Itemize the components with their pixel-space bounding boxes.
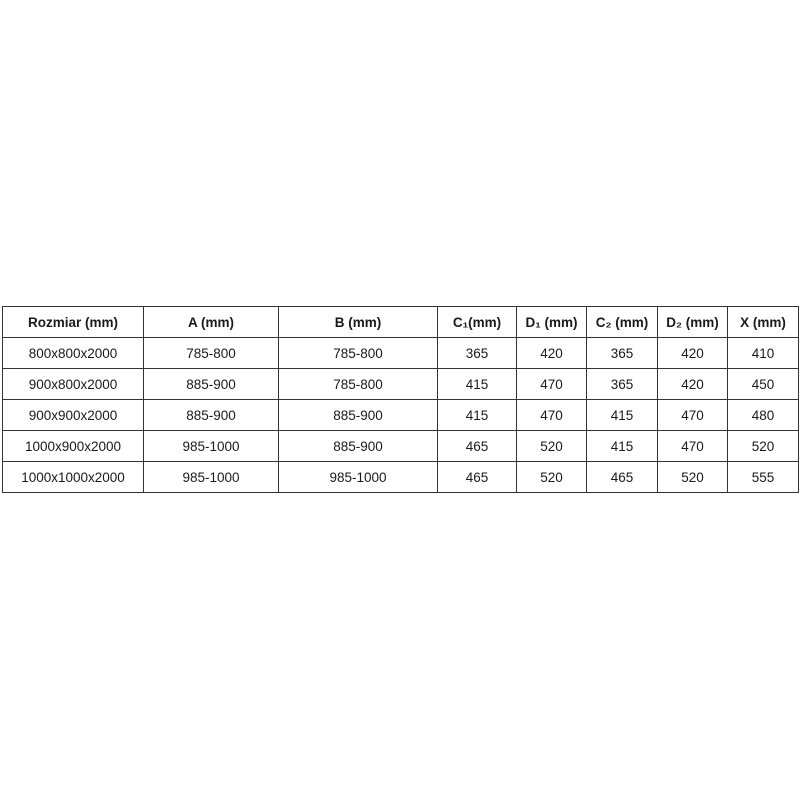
table-cell: 785-800 bbox=[278, 337, 438, 369]
column-header: Rozmiar (mm) bbox=[2, 306, 144, 338]
table-cell: 785-800 bbox=[143, 337, 279, 369]
table-cell: 420 bbox=[516, 337, 587, 369]
table-cell: 1000x1000x2000 bbox=[2, 461, 144, 493]
table-row: 1000x900x2000 985-1000 885-900 465 520 415 470… bbox=[2, 430, 799, 462]
table-row: 900x900x2000 885-900 885-900 415 470 415 470 48… bbox=[2, 399, 799, 431]
table-cell: 885-900 bbox=[143, 368, 279, 400]
table-cell: 1000x900x2000 bbox=[2, 430, 144, 462]
column-header: D₁ (mm) bbox=[516, 306, 587, 338]
column-header: C₂ (mm) bbox=[586, 306, 658, 338]
table-cell: 520 bbox=[516, 430, 587, 462]
table-cell: 800x800x2000 bbox=[2, 337, 144, 369]
header-row: Rozmiar (mm) A (mm) B (mm) C₁(mm) D₁ (mm) C₂ … bbox=[2, 306, 799, 338]
table-cell: 900x900x2000 bbox=[2, 399, 144, 431]
table-row: 900x800x2000 885-900 785-800 415 470 365 420 45… bbox=[2, 368, 799, 400]
table-cell: 465 bbox=[586, 461, 658, 493]
table-cell: 555 bbox=[727, 461, 799, 493]
table-cell: 470 bbox=[516, 368, 587, 400]
table-cell: 365 bbox=[437, 337, 517, 369]
column-header: X (mm) bbox=[727, 306, 799, 338]
table-cell: 465 bbox=[437, 461, 517, 493]
table-cell: 480 bbox=[727, 399, 799, 431]
table-cell: 885-900 bbox=[143, 399, 279, 431]
table-cell: 415 bbox=[586, 430, 658, 462]
table-cell: 885-900 bbox=[278, 430, 438, 462]
table-cell: 415 bbox=[437, 368, 517, 400]
table-cell: 450 bbox=[727, 368, 799, 400]
table-cell: 365 bbox=[586, 337, 658, 369]
table-cell: 420 bbox=[657, 368, 728, 400]
table-cell: 415 bbox=[437, 399, 517, 431]
table-cell: 520 bbox=[727, 430, 799, 462]
table-row: 1000x1000x2000 985-1000 985-1000 465 520 465 5… bbox=[2, 461, 799, 493]
table-cell: 900x800x2000 bbox=[2, 368, 144, 400]
dimensions-table: Rozmiar (mm) A (mm) B (mm) C₁(mm) D₁ (mm) C₂ … bbox=[2, 306, 799, 493]
table-cell: 470 bbox=[657, 430, 728, 462]
table-cell: 470 bbox=[657, 399, 728, 431]
table-cell: 520 bbox=[657, 461, 728, 493]
table-cell: 985-1000 bbox=[278, 461, 438, 493]
column-header: C₁(mm) bbox=[437, 306, 517, 338]
column-header: A (mm) bbox=[143, 306, 279, 338]
table-cell: 985-1000 bbox=[143, 430, 279, 462]
table-cell: 365 bbox=[586, 368, 658, 400]
table-cell: 985-1000 bbox=[143, 461, 279, 493]
table-row: 800x800x2000 785-800 785-800 365 420 365 420 41… bbox=[2, 337, 799, 369]
table-cell: 420 bbox=[657, 337, 728, 369]
table-cell: 470 bbox=[516, 399, 587, 431]
table-cell: 785-800 bbox=[278, 368, 438, 400]
table-cell: 520 bbox=[516, 461, 587, 493]
table-cell: 410 bbox=[727, 337, 799, 369]
column-header: B (mm) bbox=[278, 306, 438, 338]
table-cell: 415 bbox=[586, 399, 658, 431]
table-cell: 465 bbox=[437, 430, 517, 462]
table-cell: 885-900 bbox=[278, 399, 438, 431]
column-header: D₂ (mm) bbox=[657, 306, 728, 338]
